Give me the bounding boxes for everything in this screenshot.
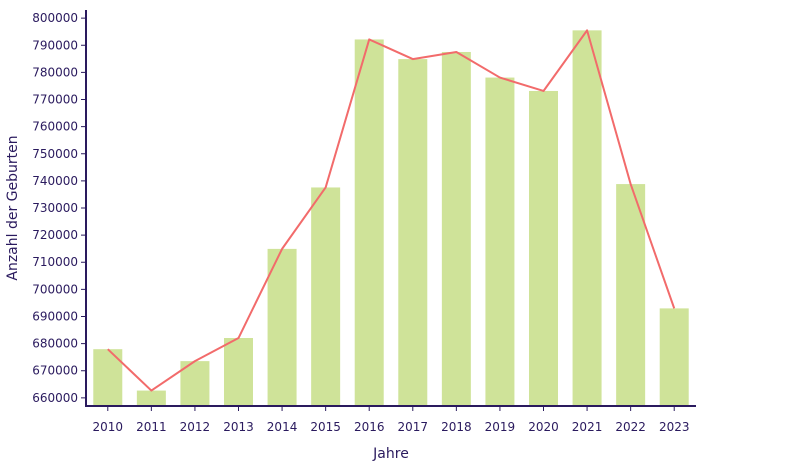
y-tick-label-770000: 770000 (32, 93, 78, 107)
y-tick-label-660000: 660000 (32, 391, 78, 405)
bars-group (93, 30, 689, 407)
y-tick-label-680000: 680000 (32, 337, 78, 351)
bar-2018 (441, 51, 471, 407)
x-axis-title: Jahre (372, 446, 409, 462)
y-tick-label-760000: 760000 (32, 120, 78, 134)
line-layer (107, 29, 676, 392)
y-tick-label-750000: 750000 (32, 147, 78, 161)
y-tick-label-670000: 670000 (32, 364, 78, 378)
y-tick-label-730000: 730000 (32, 201, 78, 215)
x-tick-label-2019: 2019 (485, 420, 516, 434)
axes-group: 660000 670000 680000 690000 700000 710000 7200… (32, 10, 696, 434)
y-tick-label-700000: 700000 (32, 282, 78, 296)
x-tick-label-2021: 2021 (572, 420, 603, 434)
x-tick-label-2010: 2010 (93, 420, 124, 434)
x-tick-label-2017: 2017 (398, 420, 429, 434)
x-tick-label-2020: 2020 (528, 420, 559, 434)
bar-2020 (529, 90, 558, 407)
y-tick-label-710000: 710000 (32, 255, 78, 269)
bar-2016 (354, 39, 384, 406)
bar-2013 (224, 338, 253, 406)
x-tick-label-2015: 2015 (310, 420, 341, 434)
x-tick-label-2013: 2013 (223, 420, 254, 434)
y-tick-label-790000: 790000 (32, 38, 78, 52)
bar-2021 (572, 30, 602, 406)
bar-2011 (136, 390, 166, 406)
bar-2015 (311, 187, 341, 406)
y-tick-label-690000: 690000 (32, 309, 78, 323)
y-tick-label-780000: 780000 (32, 65, 78, 79)
bar-2019 (485, 77, 515, 406)
bar-2014 (267, 248, 297, 406)
y-tick-label-800000: 800000 (32, 11, 78, 25)
bar-2022 (616, 184, 646, 406)
bar-2017 (398, 59, 428, 406)
x-tick-label-2022: 2022 (615, 420, 646, 434)
x-tick-label-2014: 2014 (267, 420, 298, 434)
bar-2023 (659, 308, 689, 406)
x-tick-label-2011: 2011 (136, 420, 167, 434)
y-axis-title: Anzahl der Geburten (5, 135, 21, 280)
x-tick-label-2023: 2023 (659, 420, 690, 434)
y-tick-label-720000: 720000 (32, 228, 78, 242)
y-tick-label-740000: 740000 (32, 174, 78, 188)
x-tick-label-2016: 2016 (354, 420, 385, 434)
x-tick-label-2018: 2018 (441, 420, 472, 434)
x-tick-label-2012: 2012 (180, 420, 211, 434)
series-line (107, 29, 676, 392)
